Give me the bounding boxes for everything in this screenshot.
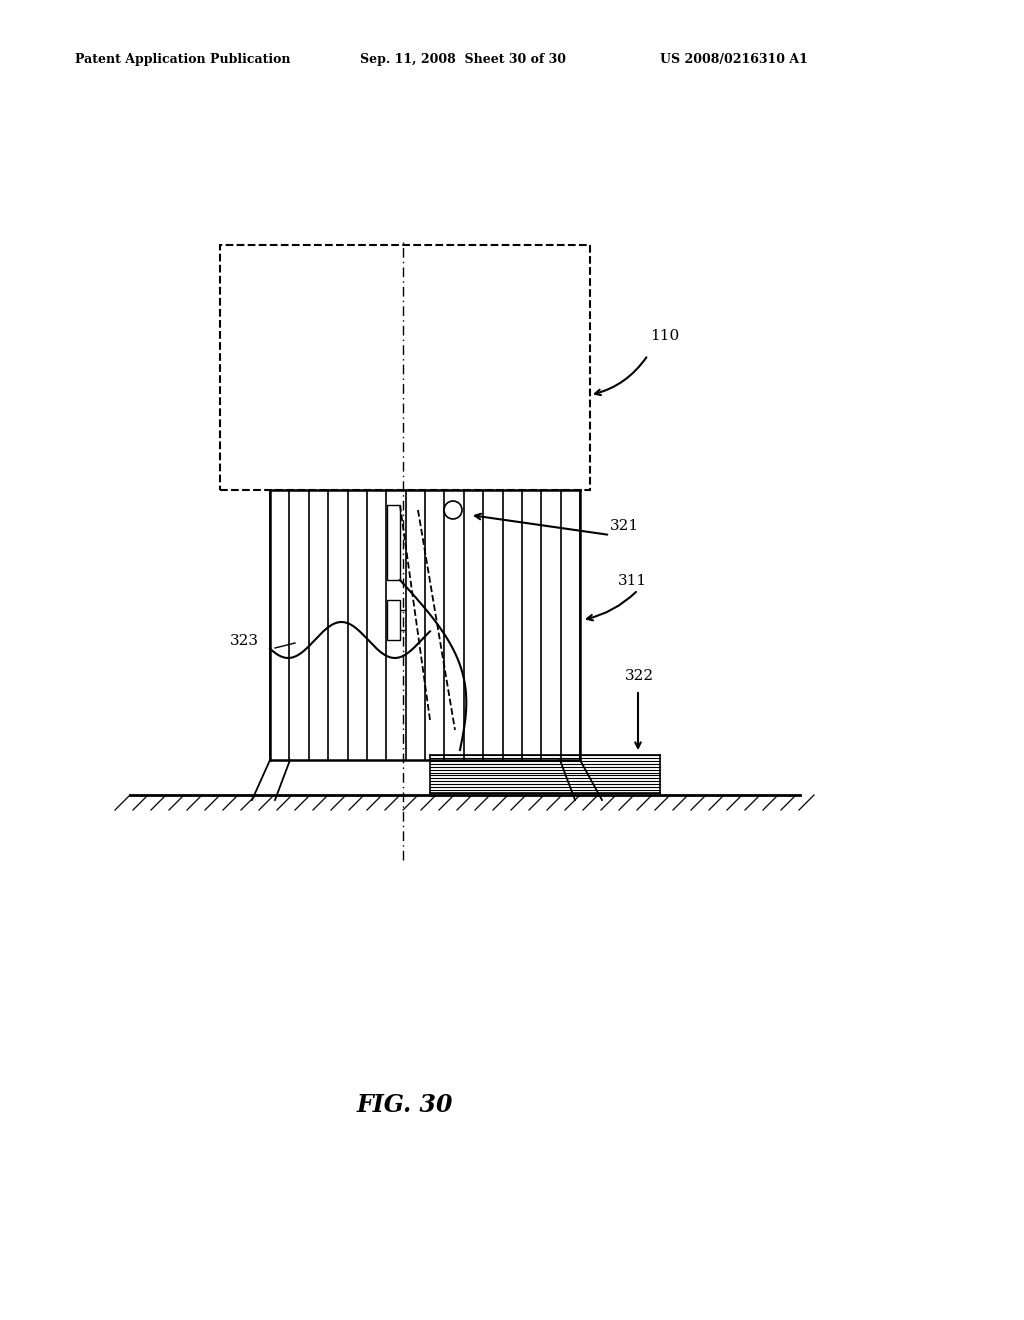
- Text: 321: 321: [610, 519, 639, 533]
- Text: 322: 322: [625, 669, 654, 682]
- Text: FIG. 30: FIG. 30: [356, 1093, 454, 1117]
- Circle shape: [444, 502, 462, 519]
- Text: Sep. 11, 2008  Sheet 30 of 30: Sep. 11, 2008 Sheet 30 of 30: [360, 54, 566, 66]
- Bar: [387, 506, 400, 579]
- Text: 110: 110: [650, 329, 679, 343]
- Text: Patent Application Publication: Patent Application Publication: [75, 54, 291, 66]
- Text: US 2008/0216310 A1: US 2008/0216310 A1: [660, 54, 808, 66]
- Text: 311: 311: [618, 574, 647, 587]
- Bar: [220, 246, 590, 490]
- Bar: [387, 601, 400, 640]
- Text: 323: 323: [230, 634, 259, 648]
